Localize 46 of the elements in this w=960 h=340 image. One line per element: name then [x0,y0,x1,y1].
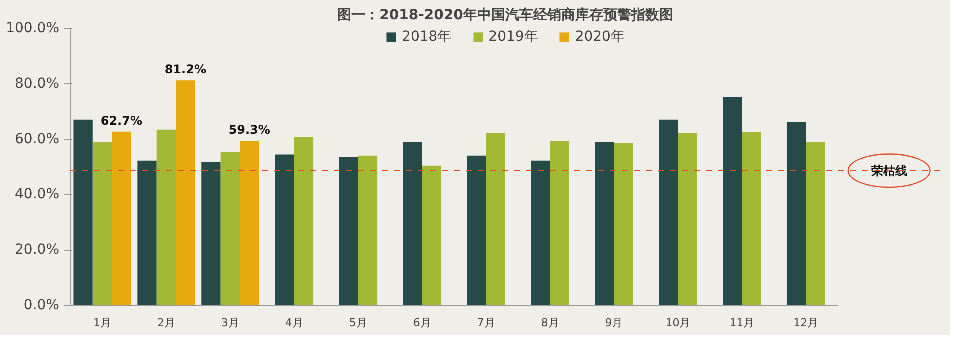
bar [595,142,614,306]
y-tick-label: 0.0% [24,298,60,314]
legend-label: 2018年 [402,28,452,46]
x-tick-label: 5月 [349,316,368,330]
data-label: 62.7% [100,114,142,128]
bar [614,143,634,306]
x-tick-label: 3月 [221,316,240,330]
x-tick-label: 9月 [605,316,624,330]
chart-title: 图一：2018-2020年中国汽车经销商库存预警指数图 [338,6,674,24]
bar [422,166,442,306]
y-tick-label: 60.0% [15,131,60,148]
x-tick-label: 8月 [541,316,560,330]
bar [550,140,570,306]
data-label: 81.2% [164,62,206,77]
legend-label: 2019年 [488,28,538,46]
bar [786,122,806,306]
bar [403,142,422,306]
bar [531,160,550,306]
bar [275,154,294,306]
x-tick-label: 7月 [477,316,496,330]
legend-label: 2020年 [575,28,625,46]
y-tick-label: 100.0% [6,20,60,36]
bar [240,141,260,306]
bar [806,142,826,306]
bar [678,133,698,306]
bar [723,97,742,306]
bar [742,132,762,306]
data-label: 59.3% [228,123,270,138]
x-tick-label: 2月 [157,316,176,330]
bar [176,80,196,306]
bar [294,137,314,306]
x-tick-label: 6月 [413,316,432,330]
bar [467,156,486,306]
x-tick-label: 12月 [794,316,819,330]
x-tick-label: 1月 [93,316,112,330]
x-tick-label: 11月 [730,316,755,330]
bar [659,120,678,306]
bar [358,156,378,306]
x-tick-label: 4月 [285,316,304,330]
bar [112,132,132,306]
bar [486,133,506,306]
y-tick-label: 40.0% [15,186,60,203]
y-tick-label: 80.0% [15,76,60,92]
x-tick-label: 10月 [666,316,691,330]
y-tick-label: 20.0% [15,242,60,258]
bar [339,157,358,306]
